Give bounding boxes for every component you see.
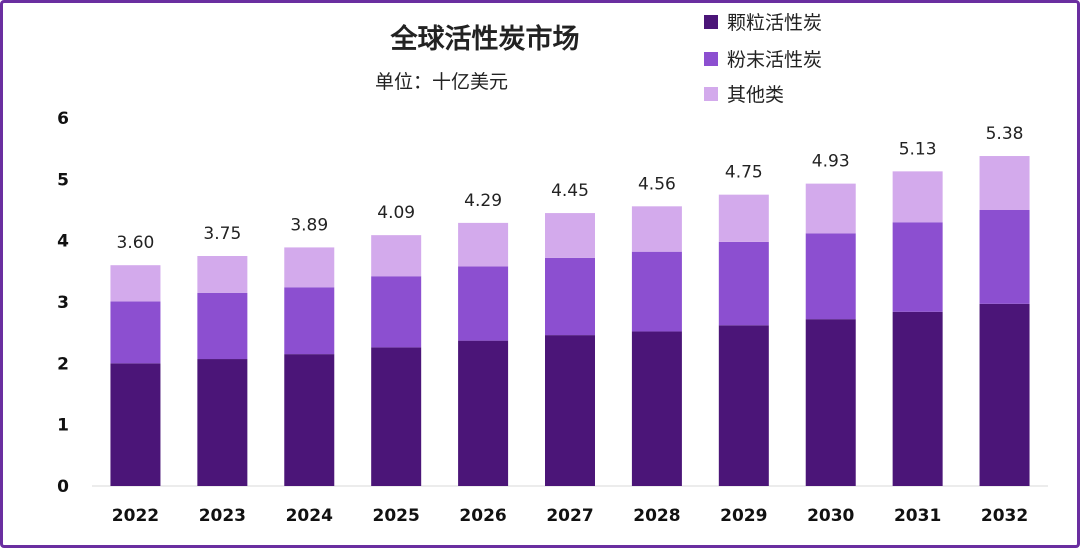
total-label: 4.56 — [638, 174, 676, 194]
bar-segment-2030-2 — [805, 233, 856, 320]
total-label: 4.29 — [464, 191, 502, 211]
bar-segment-2029-2 — [718, 241, 769, 326]
bar-segment-2032-2 — [979, 210, 1030, 304]
x-tick-label: 2024 — [286, 506, 333, 526]
bar-segment-2028-2 — [631, 251, 682, 332]
bar-segment-2026-1 — [458, 340, 509, 486]
bar-segment-2025-3 — [371, 235, 422, 277]
bar-segment-2031-1 — [892, 311, 943, 486]
legend-label-other: 其他类 — [727, 84, 784, 106]
bars — [110, 156, 1030, 486]
x-tick-label: 2029 — [720, 506, 767, 526]
total-labels: 3.60 3.75 3.89 4.09 4.29 4.45 4.56 4.75 4.93 5.13… — [117, 124, 1024, 253]
legend-swatch-granular — [704, 15, 718, 29]
x-tick-label: 2022 — [112, 506, 159, 526]
bar-segment-2026-2 — [458, 266, 509, 341]
legend-swatch-other — [704, 87, 718, 101]
bar-segment-2028-1 — [631, 331, 682, 486]
total-label: 4.93 — [812, 152, 850, 172]
bar-segment-2023-3 — [197, 256, 248, 293]
legend-label-powder: 粉末活性炭 — [727, 49, 822, 71]
y-tick-label: 5 — [57, 170, 69, 190]
total-label: 4.45 — [551, 181, 589, 201]
bar-segment-2022-1 — [110, 363, 161, 486]
bar-segment-2027-1 — [545, 335, 595, 486]
bar-segment-2023-1 — [197, 359, 248, 486]
x-tick-label: 2023 — [199, 506, 246, 526]
bar-segment-2027-3 — [545, 213, 595, 258]
x-tick-label: 2028 — [633, 506, 680, 526]
x-tick-label: 2026 — [459, 506, 506, 526]
total-label: 5.38 — [986, 124, 1024, 144]
bar-segment-2023-2 — [197, 292, 248, 360]
x-tick-label: 2032 — [981, 506, 1028, 526]
legend-swatch-powder — [704, 52, 718, 66]
y-tick-label: 2 — [57, 354, 69, 374]
bar-segment-2030-3 — [805, 183, 856, 234]
total-label: 4.09 — [377, 203, 415, 223]
x-axis: 2022 2023 2024 2025 2026 2027 2028 2029 2030 2031… — [112, 506, 1028, 526]
y-tick-label: 6 — [57, 109, 69, 129]
total-label: 5.13 — [899, 139, 937, 159]
bar-segment-2029-3 — [718, 194, 769, 242]
bar-segment-2031-3 — [892, 171, 943, 223]
bar-segment-2025-2 — [371, 276, 422, 348]
total-label: 4.75 — [725, 163, 763, 183]
bar-segment-2024-1 — [284, 354, 335, 486]
bar-segment-2032-1 — [979, 303, 1030, 486]
bar-segment-2024-3 — [284, 247, 335, 288]
y-tick-label: 1 — [57, 416, 69, 436]
bar-segment-2022-2 — [110, 301, 161, 364]
legend: 颗粒活性炭 粉末活性炭 其他类 — [704, 12, 822, 106]
bar-segment-2026-3 — [458, 222, 509, 267]
bar-segment-2022-3 — [110, 265, 161, 302]
x-tick-label: 2027 — [546, 506, 593, 526]
y-tick-label: 3 — [57, 293, 69, 313]
x-tick-label: 2031 — [894, 506, 941, 526]
bar-segment-2030-1 — [805, 319, 856, 486]
bar-segment-2024-2 — [284, 287, 335, 355]
chart-subtitle: 单位：十亿美元 — [375, 71, 508, 93]
bar-segment-2027-2 — [545, 257, 595, 336]
bar-segment-2029-1 — [718, 325, 769, 486]
legend-label-granular: 颗粒活性炭 — [727, 12, 822, 34]
bar-segment-2031-2 — [892, 222, 943, 312]
chart-title: 全球活性炭市场 — [390, 23, 580, 55]
y-tick-label: 0 — [57, 477, 69, 497]
y-tick-label: 4 — [57, 232, 69, 252]
bar-segment-2025-1 — [371, 347, 422, 486]
bar-segment-2032-3 — [979, 156, 1030, 210]
y-axis: 0 1 2 3 4 5 6 — [57, 109, 69, 497]
total-label: 3.75 — [203, 224, 241, 244]
x-tick-label: 2025 — [373, 506, 420, 526]
bar-segment-2028-3 — [631, 206, 682, 252]
total-label: 3.89 — [290, 215, 328, 235]
x-tick-label: 2030 — [807, 506, 854, 526]
total-label: 3.60 — [117, 233, 155, 253]
